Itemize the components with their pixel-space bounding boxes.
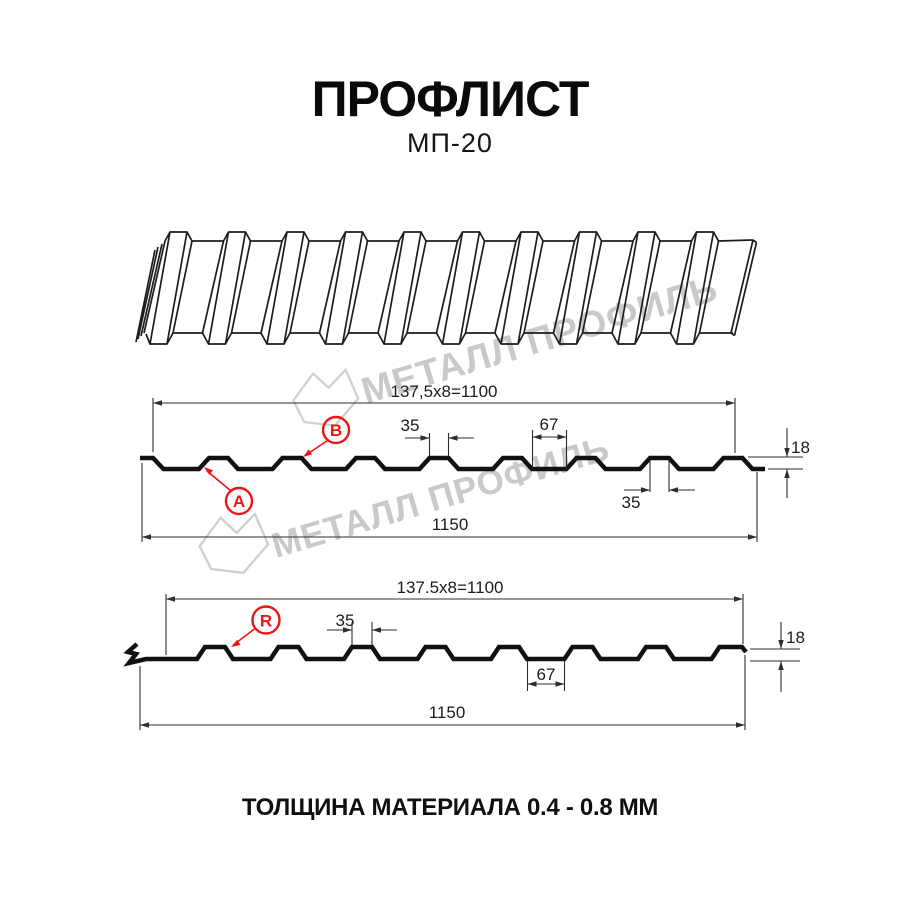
profile-r-drawing: 137.5x8=1100 35 67 18 1150 R <box>123 578 805 730</box>
sheet-right-cut-edge <box>730 239 758 337</box>
dim-a-height-lines <box>748 428 803 498</box>
dim-a-rib-top-width-lower: 35 <box>622 493 641 512</box>
profile-r-outline <box>123 642 748 667</box>
dim-a-ribtop-lines <box>405 433 474 456</box>
sheet-bottom-edge <box>145 332 733 345</box>
profile-a-outline <box>140 455 765 472</box>
watermark-text: МЕТАЛЛ ПРОФИЛЬ <box>267 429 614 566</box>
dimension-arrowheads <box>142 400 790 540</box>
sheet-3d-drawing <box>135 231 758 345</box>
dim-a-coverage-lines <box>152 398 736 453</box>
callout-a: A <box>204 467 254 516</box>
dim-a-valley-width: 67 <box>540 415 559 434</box>
dim-r-rib-top-width: 35 <box>336 611 355 630</box>
dim-a-profile-height: 18 <box>791 438 810 457</box>
dimension-arrowheads <box>140 596 784 728</box>
dim-r-valley-width: 67 <box>537 665 556 684</box>
dim-r-height-lines <box>750 622 800 692</box>
sheet-top-edge <box>164 231 754 242</box>
sheet-rib-lines <box>149 231 720 345</box>
dim-r-profile-height: 18 <box>786 628 805 647</box>
page-title: ПРОФЛИСТ <box>311 71 590 127</box>
callout-b-letter: B <box>330 421 342 440</box>
dim-r-overall-width: 1150 <box>429 703 466 722</box>
dim-a-rib-top-width: 35 <box>401 416 420 435</box>
callout-a-letter: A <box>233 492 245 511</box>
dim-r-coverage-width: 137.5x8=1100 <box>397 578 504 597</box>
callout-r-letter: R <box>260 612 272 631</box>
dim-r-coverage-lines <box>165 594 744 655</box>
dim-a-overall-width: 1150 <box>432 515 469 534</box>
metal-profil-logo-icon <box>198 512 270 574</box>
profile-model-subtitle: МП-20 <box>407 128 493 158</box>
dim-a-overall-lines <box>141 463 758 542</box>
metal-profil-logo-icon <box>292 368 360 427</box>
callout-b: B <box>303 415 351 457</box>
callout-r: R <box>231 605 281 647</box>
profile-a-drawing: 137,5x8=1100 35 67 18 35 1150 A B <box>140 382 810 542</box>
sheet-left-cut-edge <box>135 240 166 343</box>
dim-a-ribtop-lower-lines <box>624 460 695 492</box>
dim-a-coverage-width: 137,5x8=1100 <box>391 382 498 401</box>
dim-r-ribtop-lines <box>327 622 397 645</box>
dim-r-overall-lines <box>139 655 746 730</box>
watermark-middle: МЕТАЛЛ ПРОФИЛЬ <box>198 429 614 574</box>
material-thickness-note: ТОЛЩИНА МАТЕРИАЛА 0.4 - 0.8 ММ <box>241 794 659 821</box>
